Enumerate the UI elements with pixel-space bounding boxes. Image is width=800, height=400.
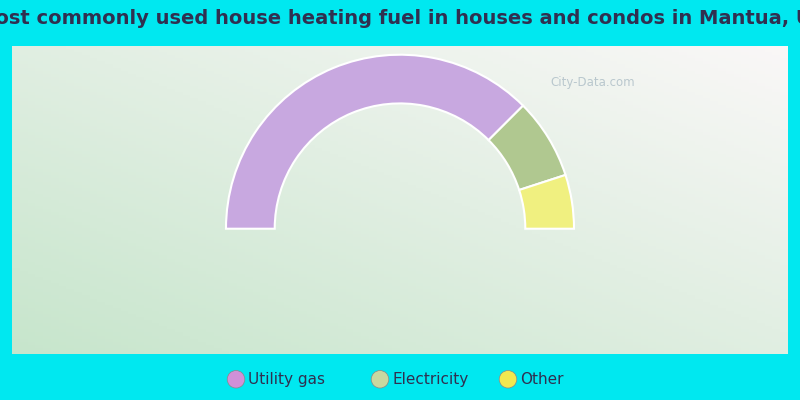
Wedge shape (519, 175, 574, 229)
Ellipse shape (227, 370, 245, 388)
Text: Electricity: Electricity (392, 372, 468, 387)
Ellipse shape (499, 370, 517, 388)
Text: Most commonly used house heating fuel in houses and condos in Mantua, UT: Most commonly used house heating fuel in… (0, 8, 800, 28)
Wedge shape (226, 55, 523, 229)
Ellipse shape (371, 370, 389, 388)
Text: City-Data.com: City-Data.com (550, 76, 635, 88)
Wedge shape (489, 106, 566, 190)
Text: Utility gas: Utility gas (248, 372, 325, 387)
Text: Other: Other (520, 372, 563, 387)
